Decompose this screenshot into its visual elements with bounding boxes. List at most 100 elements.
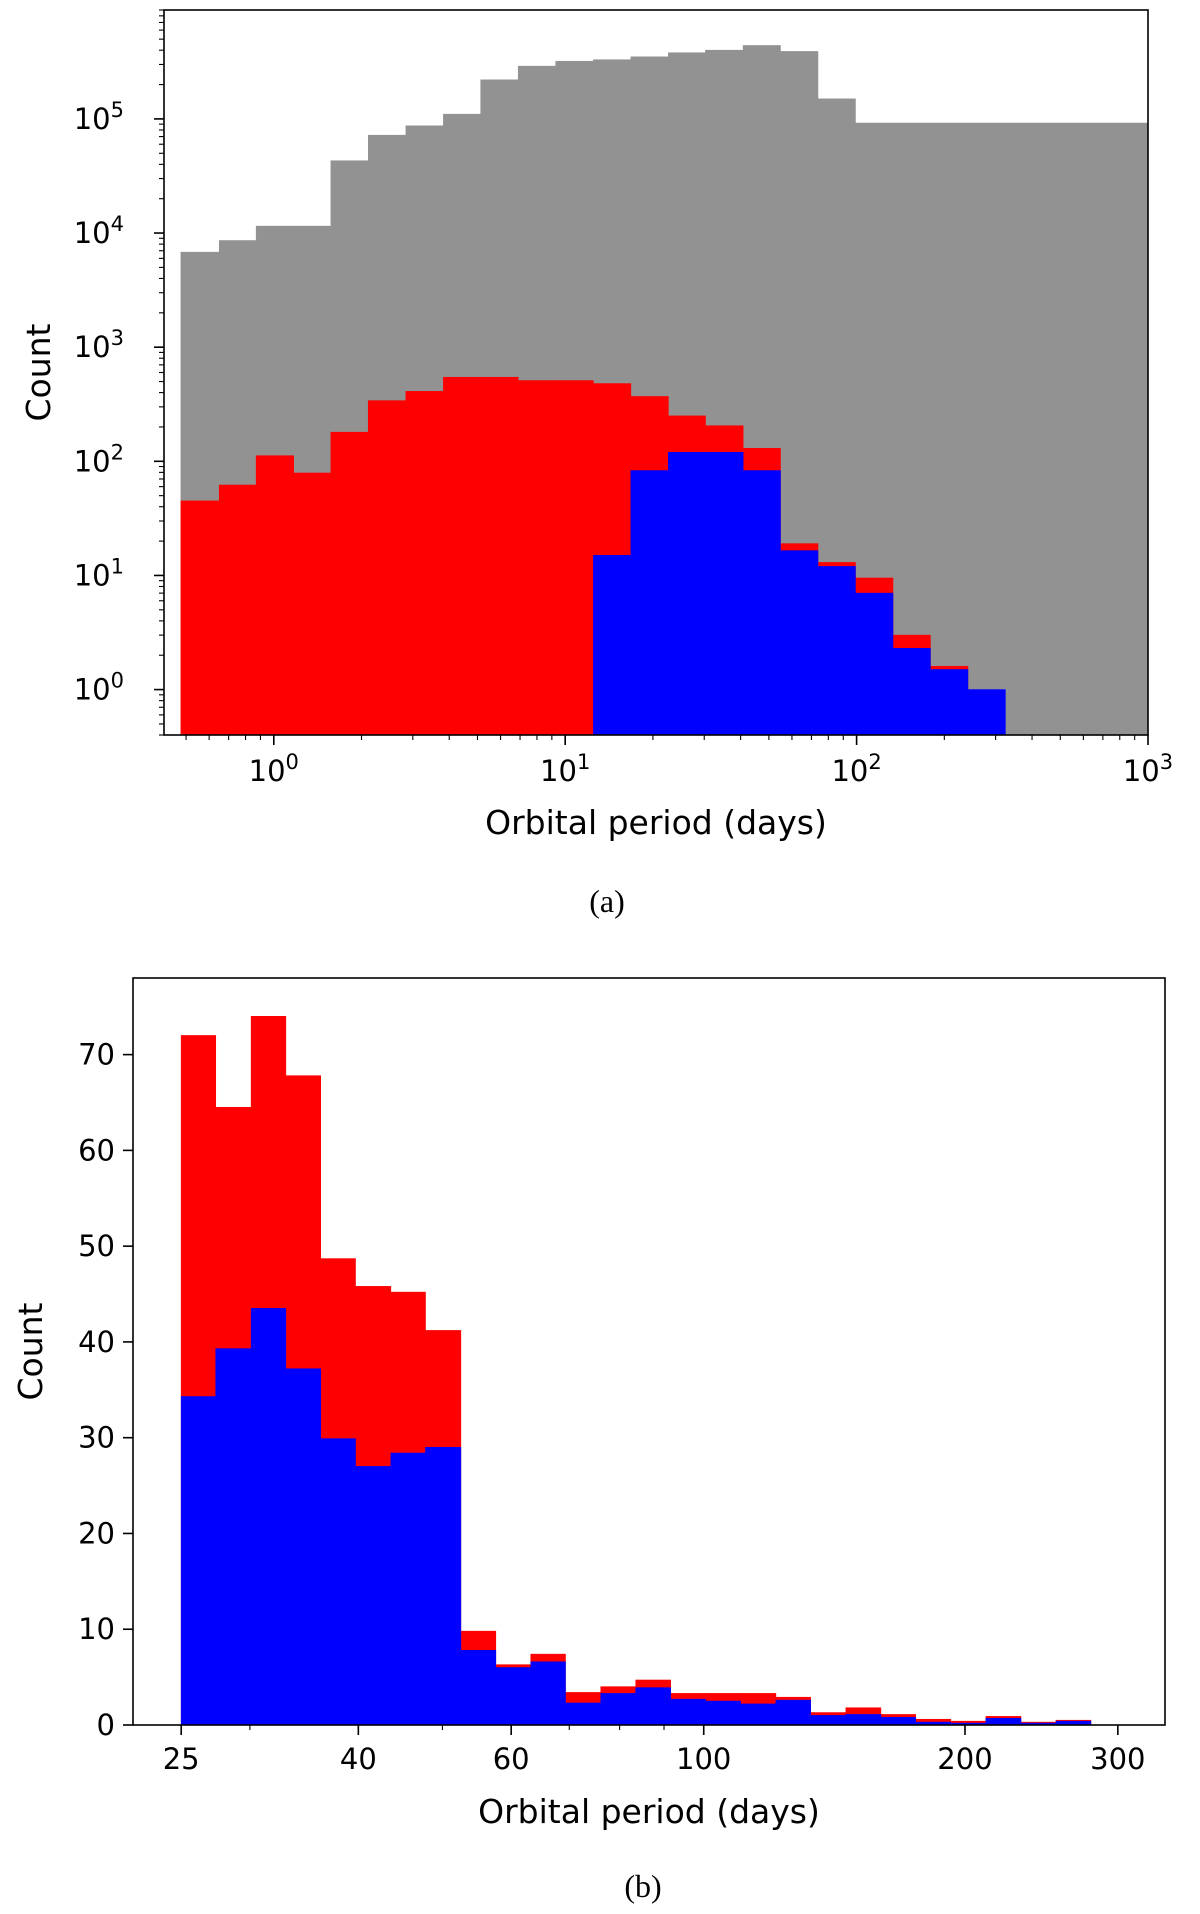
bar-a-series0-bin24 <box>1080 122 1119 736</box>
bar-a-series2-bin12 <box>630 470 669 736</box>
y-tick-label-a: 101 <box>74 554 124 592</box>
x-tick-label-a-base: 10 <box>1123 754 1160 788</box>
bar-a-series0-bin20 <box>930 122 969 736</box>
bar-a-series1-bin4 <box>330 431 369 736</box>
bar-a-series0-bin22 <box>1005 122 1044 736</box>
y-tick-label-a-base: 10 <box>74 673 111 707</box>
x-tick-label-a-exponent: 2 <box>868 750 881 774</box>
y-tick-label-a-exponent: 0 <box>111 669 124 693</box>
bar-b-series1-bin1 <box>215 1348 252 1726</box>
x-tick-label-a: 103 <box>1123 750 1173 788</box>
bar-a-series0-bin19 <box>892 122 931 736</box>
bar-a-series1-bin2 <box>255 455 294 736</box>
bar-b-series1-bin0 <box>180 1396 217 1726</box>
y-tick-label-b: 30 <box>78 1421 115 1455</box>
x-tick-label-a: 102 <box>831 750 881 788</box>
y-tick-label-a-exponent: 5 <box>111 98 124 122</box>
x-tick-label-a-base: 10 <box>540 754 577 788</box>
y-tick-label-a-exponent: 4 <box>111 212 124 236</box>
bar-a-series1-bin7 <box>443 376 482 736</box>
bar-a-series2-bin16 <box>780 550 819 736</box>
plot-frame-b <box>132 977 1166 1726</box>
x-tick-label-a-exponent: 0 <box>286 750 299 774</box>
x-tick-label-b: 40 <box>340 1742 377 1776</box>
bar-b-series1-bin17 <box>775 1699 811 1726</box>
bar-a-series1-bin1 <box>218 484 257 736</box>
x-axis-label-b: Orbital period (days) <box>478 1792 820 1831</box>
x-tick-label-a-base: 10 <box>831 754 868 788</box>
bar-a-series1-bin8 <box>480 376 519 736</box>
bar-a-series1-bin3 <box>293 472 332 736</box>
bar-a-series2-bin19 <box>892 647 931 736</box>
bar-a-series2-bin13 <box>668 451 706 736</box>
bar-a-series0-bin21 <box>967 122 1006 736</box>
bar-b-series1-bin16 <box>740 1703 777 1726</box>
y-tick-label-a-exponent: 1 <box>111 554 124 578</box>
bar-b-series1-bin15 <box>705 1700 741 1726</box>
subplot-caption-b: (b) <box>624 1868 661 1904</box>
y-tick-label-a-base: 10 <box>74 444 111 478</box>
x-tick-label-b: 60 <box>493 1742 530 1776</box>
y-tick-label-a: 102 <box>74 440 124 478</box>
y-tick-label-b: 70 <box>78 1038 115 1072</box>
x-tick-label-a-exponent: 1 <box>577 750 590 774</box>
bar-b-series1-bin12 <box>600 1693 637 1726</box>
bar-a-series1-bin5 <box>367 400 407 736</box>
y-axis-label-b: Count <box>11 1302 50 1400</box>
bar-b-series1-bin11 <box>565 1702 602 1726</box>
y-tick-label-a: 103 <box>74 326 124 364</box>
bar-a-series2-bin14 <box>705 451 744 736</box>
bar-b-series1-bin20 <box>880 1717 917 1726</box>
x-tick-label-a: 100 <box>249 750 299 788</box>
x-tick-label-b: 25 <box>163 1742 200 1776</box>
y-axis-label-a: Count <box>19 323 58 421</box>
bar-a-series2-bin20 <box>930 669 969 736</box>
bar-a-series2-bin15 <box>742 470 781 736</box>
bar-b-series1-bin6 <box>390 1452 426 1726</box>
x-tick-label-b: 100 <box>676 1742 731 1776</box>
bar-b-series1-bin19 <box>845 1714 882 1726</box>
y-tick-label-a: 100 <box>74 669 124 707</box>
y-tick-label-a-base: 10 <box>74 102 111 136</box>
bar-a-series2-bin18 <box>855 592 894 736</box>
bar-a-series2-bin17 <box>817 566 856 736</box>
bar-a-series2-bin11 <box>593 555 632 736</box>
x-tick-label-a-exponent: 3 <box>1160 750 1173 774</box>
subplot-caption-a: (a) <box>589 883 625 919</box>
y-tick-label-a-base: 10 <box>74 216 111 250</box>
y-tick-label-b: 20 <box>78 1516 115 1550</box>
y-tick-label-a: 105 <box>74 98 124 136</box>
bar-a-series1-bin9 <box>517 380 557 736</box>
bar-b-series1-bin13 <box>635 1687 671 1726</box>
x-tick-label-a-base: 10 <box>249 754 286 788</box>
bar-b-series1-bin10 <box>530 1661 566 1726</box>
x-tick-label-a: 101 <box>540 750 590 788</box>
bar-b-series1-bin9 <box>495 1667 532 1726</box>
y-tick-label-b: 40 <box>78 1325 115 1359</box>
bar-a-series0-bin25 <box>1117 122 1149 736</box>
y-tick-label-a-exponent: 3 <box>111 326 124 350</box>
x-tick-label-b: 300 <box>1090 1742 1145 1776</box>
y-tick-label-a: 104 <box>74 212 124 250</box>
y-tick-label-b: 60 <box>78 1133 115 1167</box>
x-axis-label-a: Orbital period (days) <box>485 803 827 842</box>
bar-a-series0-bin23 <box>1042 122 1081 736</box>
bar-b-series1-bin3 <box>285 1368 322 1726</box>
bar-b-series1-bin14 <box>670 1698 706 1726</box>
y-tick-label-b: 10 <box>78 1612 115 1646</box>
bar-a-series2-bin21 <box>967 689 1006 736</box>
bar-b-series1-bin18 <box>810 1715 847 1726</box>
bar-a-series1-bin0 <box>180 500 220 736</box>
bar-b-series1-bin8 <box>460 1650 497 1726</box>
bar-a-series1-bin6 <box>405 391 444 736</box>
bar-b-series1-bin23 <box>985 1717 1022 1726</box>
bar-b-series1-bin5 <box>355 1466 392 1726</box>
y-tick-label-b: 50 <box>78 1229 115 1263</box>
y-tick-label-a-base: 10 <box>74 558 111 592</box>
x-tick-label-b: 200 <box>937 1742 992 1776</box>
bar-a-series1-bin10 <box>555 380 594 736</box>
y-tick-label-a-base: 10 <box>74 330 111 364</box>
bar-b-series1-bin4 <box>320 1438 356 1726</box>
y-tick-label-b: 0 <box>97 1708 115 1742</box>
